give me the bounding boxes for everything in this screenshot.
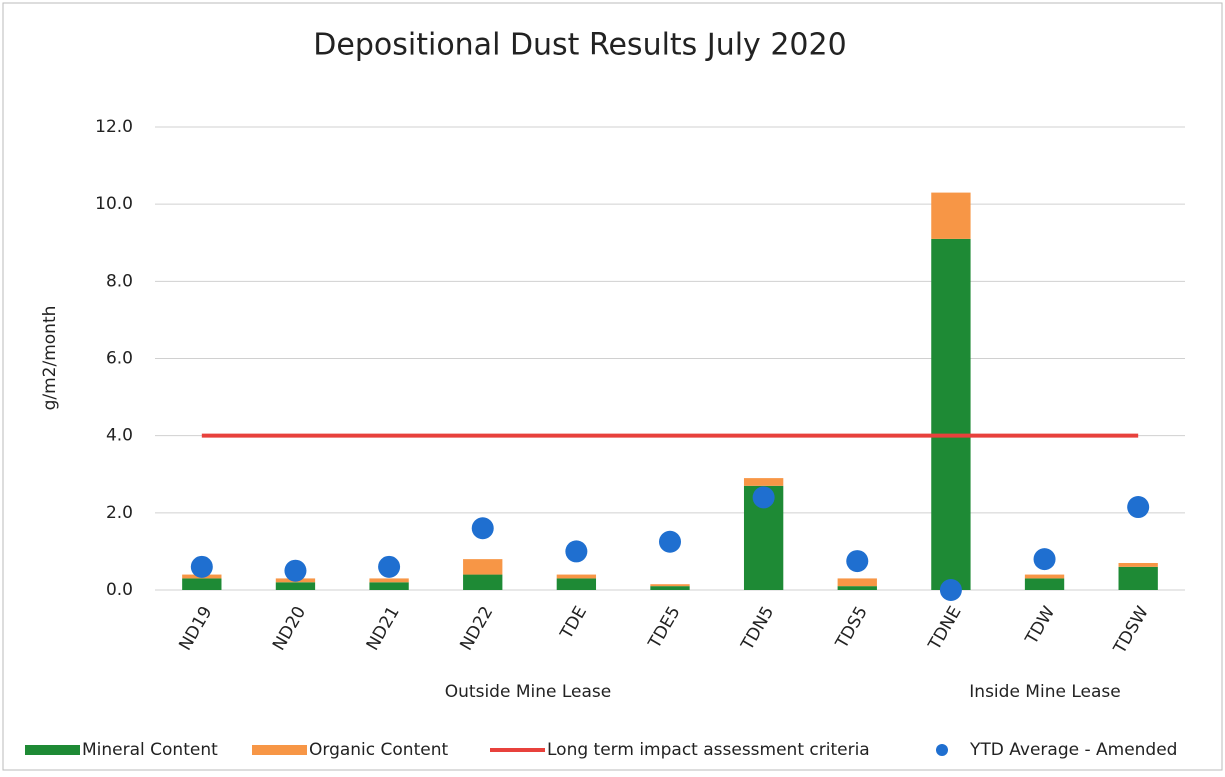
bar-segment — [1024, 578, 1065, 590]
dot — [471, 517, 494, 540]
bar-segment — [463, 574, 503, 590]
bar-segment — [1118, 566, 1158, 590]
x-tick-label: TDW — [1021, 603, 1059, 649]
bar-segment — [837, 578, 877, 587]
x-tick-label: ND20 — [269, 603, 310, 654]
dot — [659, 530, 681, 553]
bar-segment — [182, 578, 222, 590]
bar-segment — [369, 578, 409, 583]
dot — [939, 579, 962, 601]
legend-label: YTD Average - Amended — [969, 740, 1177, 760]
y-tick-label: 2.0 — [106, 503, 133, 523]
group-label: Inside Mine Lease — [969, 682, 1120, 702]
dot — [190, 555, 213, 578]
dot — [1033, 548, 1056, 571]
bar-segment — [650, 584, 690, 587]
x-tick-label: TDNE — [924, 603, 965, 655]
bar-segment — [369, 582, 409, 590]
bar-segment — [931, 238, 971, 590]
bar-segment — [1024, 574, 1065, 579]
legend-label: Organic Content — [309, 740, 448, 760]
dot — [565, 540, 588, 563]
dot — [1127, 496, 1150, 519]
bar-segment — [837, 586, 877, 590]
bar-segment — [275, 582, 316, 590]
x-tick-label: TDE — [556, 603, 591, 644]
bar-segment — [556, 574, 597, 579]
bar-segment — [463, 559, 503, 575]
legend-label: Mineral Content — [82, 740, 218, 760]
bar-segment — [931, 192, 971, 239]
legend-swatch — [252, 745, 307, 755]
y-tick-label: 8.0 — [106, 271, 133, 291]
y-tick-label: 0.0 — [106, 580, 133, 600]
x-tick-label: ND21 — [363, 603, 404, 654]
dot — [846, 550, 869, 573]
bar-segment — [743, 478, 784, 486]
x-tick-label: TDE5 — [644, 603, 684, 653]
y-axis-label: g/m2/month — [40, 306, 60, 411]
y-tick-label: 10.0 — [95, 194, 133, 214]
x-tick-label: TDN5 — [737, 603, 778, 655]
x-tick-label: TDS5 — [832, 603, 872, 653]
bar-segment — [1118, 562, 1158, 567]
bar-segment — [556, 578, 597, 590]
x-tick-label: ND22 — [456, 603, 497, 654]
chart-title: Depositional Dust Results July 2020 — [313, 28, 846, 63]
dot — [752, 486, 775, 509]
legend-swatch — [25, 745, 80, 755]
dot — [284, 559, 307, 582]
group-label: Outside Mine Lease — [445, 682, 611, 702]
legend-swatch — [936, 744, 948, 756]
y-tick-label: 12.0 — [95, 117, 133, 137]
x-tick-label: ND19 — [175, 603, 216, 654]
y-tick-label: 4.0 — [106, 426, 133, 446]
y-tick-label: 6.0 — [106, 349, 133, 369]
bar-segment — [650, 586, 690, 590]
x-tick-label: TDSW — [1109, 603, 1152, 658]
dot — [378, 555, 401, 578]
legend-label: Long term impact assessment criteria — [547, 740, 870, 760]
